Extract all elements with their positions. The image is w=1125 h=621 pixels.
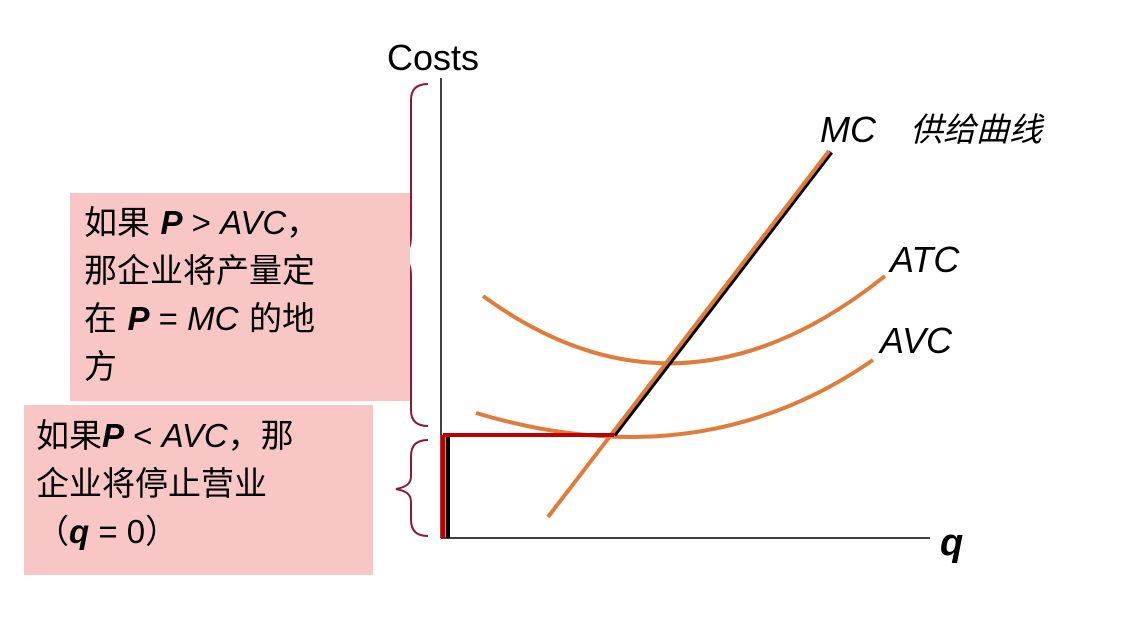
supply-curve-label: 供给曲线 (910, 110, 1045, 149)
note-line-4: 方 (84, 347, 117, 386)
note-line-3: 在 P = MC 的地 (84, 299, 315, 338)
note-line-1: 如果 P > AVC， (84, 203, 320, 242)
mc-label: MC (820, 109, 877, 150)
shutdown-condition-note: 如果P < AVC，那 企业将停止营业 （q = 0） (24, 405, 373, 575)
note-line-2: 那企业将产量定 (84, 251, 315, 290)
operate-condition-note: 如果 P > AVC， 那企业将产量定 在 P = MC 的地 方 (70, 193, 410, 401)
note-line-3: （q = 0） (36, 512, 179, 551)
mc-curve (546, 149, 831, 519)
note-line-2: 企业将停止营业 (36, 464, 267, 503)
supply-curve (612, 150, 833, 437)
avc-curve (475, 358, 875, 439)
note-line-1: 如果P < AVC，那 (36, 416, 294, 455)
atc-curve (481, 274, 887, 366)
avc-label: AVC (878, 320, 953, 361)
lower-brace (395, 439, 429, 537)
atc-label: ATC (888, 239, 960, 280)
x-axis-label: q (940, 522, 963, 564)
y-axis-label: Costs (387, 37, 479, 78)
